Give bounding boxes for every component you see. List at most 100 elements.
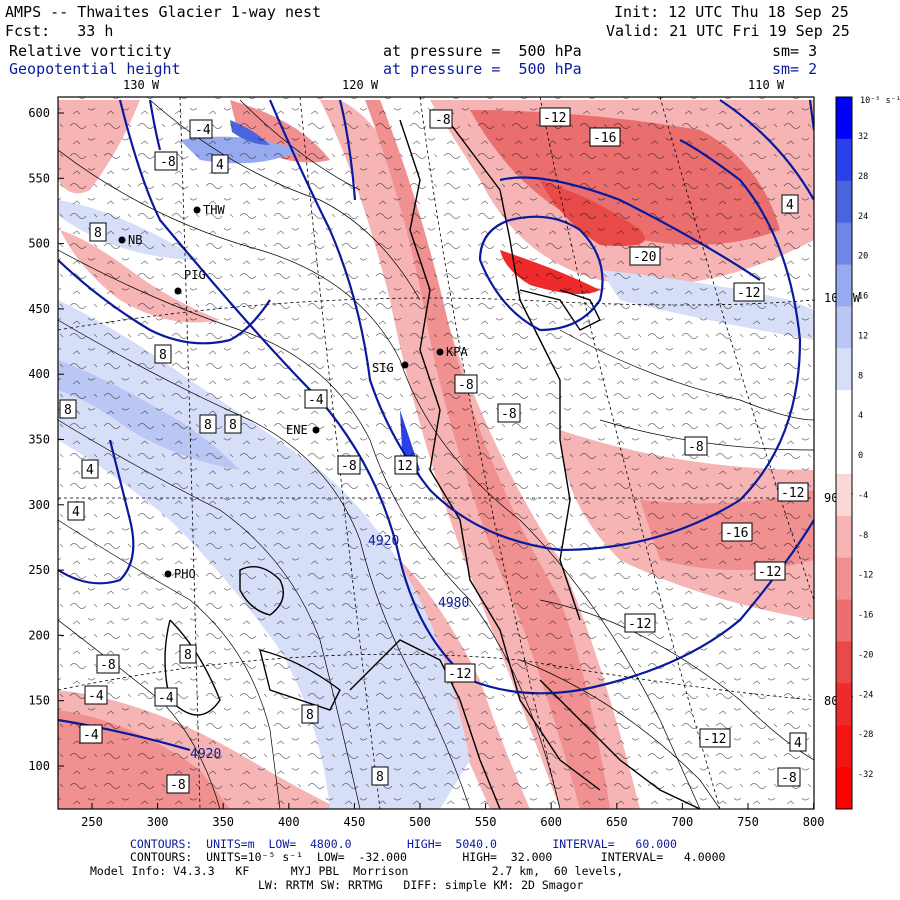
svg-text:8: 8 [229,418,237,433]
vort-box: -8 [154,151,178,171]
vort-box: -4 [189,119,213,139]
svg-text:8: 8 [376,770,384,785]
vort-box: -20 [629,246,661,266]
station-sig: SIG [372,361,409,375]
plot-frame [57,96,815,810]
x-tick-label: 700 [672,815,694,829]
colorbar-label: -24 [858,690,873,700]
vort-box: 8 [224,414,242,434]
colorbar-label: 16 [858,292,868,302]
svg-text:4: 4 [216,158,224,173]
station-pig: PIG [174,268,206,295]
colorbar-label: 28 [858,172,868,182]
svg-text:4920: 4920 [190,747,221,762]
vort-box: 8 [301,704,319,724]
vort-box: -12 [444,663,476,683]
svg-text:-8: -8 [100,658,116,673]
colorbar-label: -8 [858,531,868,541]
geopotential-height-contours [58,99,814,752]
y-tick-label: 600 [28,106,50,120]
svg-text:8: 8 [159,348,167,363]
colorbar-swatch [836,557,852,601]
x-tick-label: 800 [803,815,825,829]
vort-box: -12 [539,107,571,127]
colorbar-label: -28 [858,730,873,740]
colorbar-swatch [836,348,852,391]
svg-text:ENE: ENE [286,423,308,437]
vort-box: 4 [781,194,799,214]
vort-box: 8 [59,399,77,419]
vort-box: -8 [497,403,521,423]
svg-text:-4: -4 [195,123,211,138]
svg-text:PHO: PHO [174,567,196,581]
y-tick-label: 300 [28,498,50,512]
svg-text:-16: -16 [593,131,616,146]
field1-smoothing: sm= 3 [772,42,818,60]
colorbar-swatch [836,97,852,140]
svg-text:-4: -4 [83,728,99,743]
y-tick-label: 550 [28,171,50,185]
svg-text:-8: -8 [688,440,704,455]
field2-level: at pressure = 500 hPa [383,60,582,78]
vorticity-contour-info: CONTOURS: UNITS=10⁻⁵ s⁻¹ LOW= -32.000 HI… [130,850,726,864]
svg-text:8: 8 [94,226,102,241]
svg-text:-12: -12 [543,111,566,126]
x-tick-label: 500 [409,815,431,829]
vort-box: -8 [777,767,801,787]
y-tick-label: 150 [28,694,50,708]
colorbar-swatch [836,138,852,182]
height-contour-labels: 4920 4920 4980 [190,534,469,762]
vort-box: -4 [79,724,103,744]
vort-box: -12 [733,282,765,302]
vort-box: 8 [179,644,197,664]
colorbar-label: 24 [858,212,868,222]
x-tick-label: 650 [606,815,628,829]
colorbar-label: -12 [858,571,873,581]
colorbar-label: -32 [858,770,873,780]
x-axis-ticks: 250 300 350 400 450 500 550 600 650 700 750 800 [81,803,824,829]
x-tick-label: 750 [737,815,759,829]
svg-text:NB: NB [128,233,142,247]
colorbar: 10⁻⁵ s⁻¹ 32 28 24 20 16 12 8 4 0 -4 -8 -12 -16 -20 -24… [835,96,900,810]
station-ene: ENE [286,423,320,437]
vort-box: 8 [371,766,389,786]
field2-smoothing: sm= 2 [772,60,818,78]
x-tick-label: 300 [147,815,169,829]
y-tick-label: 100 [28,759,50,773]
svg-text:-8: -8 [458,378,474,393]
vort-box: -16 [589,127,621,147]
svg-text:-12: -12 [628,617,651,632]
plot-title: AMPS -- Thwaites Glacier 1-way nest [5,3,322,21]
colorbar-label: 20 [858,252,868,262]
x-tick-label: 600 [540,815,562,829]
svg-text:-12: -12 [737,286,760,301]
x-tick-label: 250 [81,815,103,829]
valid-time: Valid: 21 UTC Fri 19 Sep 25 [606,22,850,40]
y-tick-label: 400 [28,367,50,381]
colorbar-label: -4 [858,491,868,501]
svg-text:-8: -8 [170,778,186,793]
colorbar-label: 8 [858,371,863,381]
vort-box: -8 [96,654,120,674]
colorbar-swatch [836,222,852,266]
vort-box: -12 [624,613,656,633]
svg-text:110 W: 110 W [748,78,785,92]
vort-box: 8 [89,222,107,242]
vort-box: 4 [789,732,807,752]
map-area: -4 -8 -12 -16 -20 -12 -8 4 8 8 8 8 8 12 … [58,97,814,809]
colorbar-label: 12 [858,331,868,341]
station-nb: NB [118,233,142,247]
svg-text:-16: -16 [725,526,748,541]
colorbar-swatch [836,683,852,726]
svg-text:PIG: PIG [184,268,206,282]
x-tick-label: 450 [344,815,366,829]
svg-text:-8: -8 [435,113,451,128]
vort-box: -12 [777,482,809,502]
vort-box: 8 [199,414,217,434]
graticule [58,97,814,809]
vort-box: -8 [454,374,478,394]
x-tick-label: 550 [475,815,497,829]
stations: THW NB PIG SIG KPA ENE PHO [118,203,468,581]
colorbar-unit: 10⁻⁵ s⁻¹ [860,96,900,106]
y-tick-label: 200 [28,628,50,642]
